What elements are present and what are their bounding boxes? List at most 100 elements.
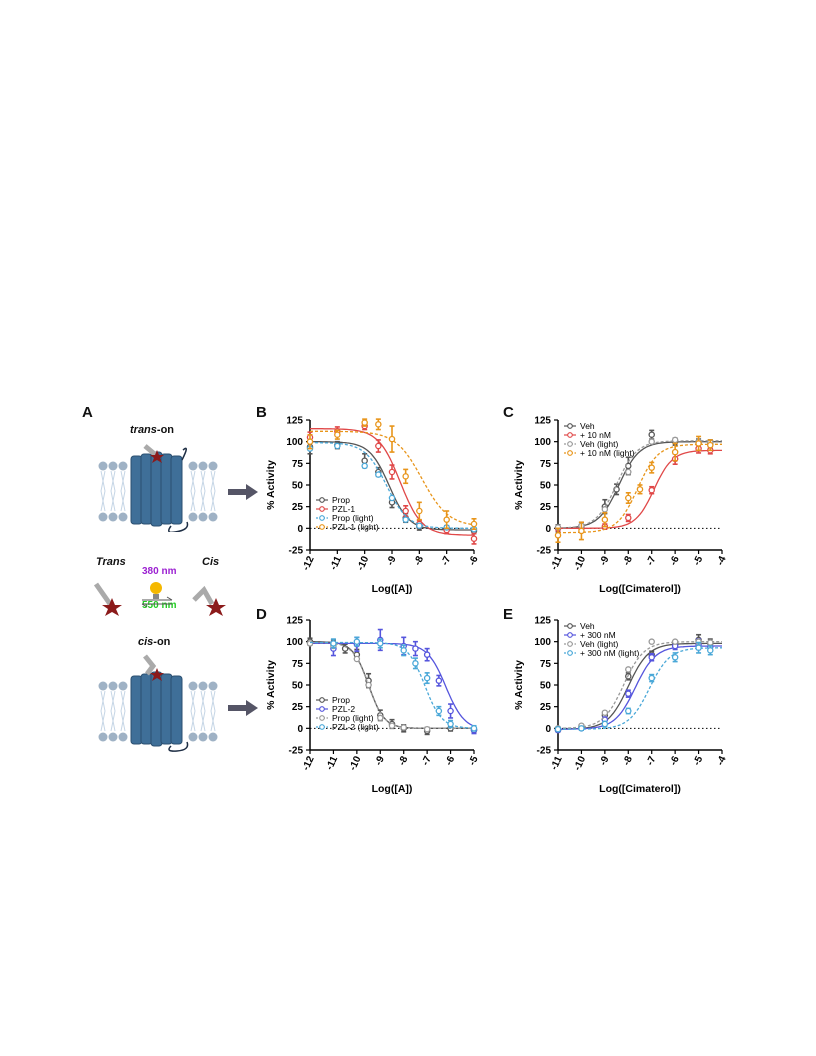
data-point <box>388 435 396 443</box>
cis-on-suffix: -on <box>153 636 171 648</box>
ligand-rod <box>143 444 159 458</box>
trans-on-receptor-illustration <box>98 444 218 532</box>
data-point <box>578 725 585 732</box>
y-tick-label: 125 <box>534 616 551 627</box>
y-tick-label: -25 <box>289 546 304 557</box>
fit-curve-2 <box>558 449 722 529</box>
y-tick-label: 75 <box>292 659 304 670</box>
data-point <box>353 638 361 645</box>
data-point <box>353 655 361 663</box>
cis-on-title: cis-on <box>138 636 170 648</box>
legend-entry: Veh (light) <box>580 639 618 649</box>
y-tick-label: 50 <box>292 481 304 492</box>
wavelength-550: 550 nm <box>142 600 177 611</box>
legend-swatch-marker <box>319 724 325 730</box>
data-point <box>554 725 562 733</box>
fit-curve-3 <box>310 641 474 729</box>
legend-swatch-marker <box>319 715 325 721</box>
legend-swatch-marker <box>567 423 573 429</box>
data-point <box>695 440 702 447</box>
x-tick-label: -11 <box>549 554 565 572</box>
data-point <box>402 507 409 515</box>
fit-curve-4 <box>558 443 722 534</box>
membrane-bottom-group <box>98 681 218 742</box>
data-point <box>306 438 314 445</box>
legend-entry: PZL-2 (light) <box>332 722 379 732</box>
x-tick-label: -6 <box>668 554 682 567</box>
chart-c: -25 0 25 50 75 100 125 -11 -10 -9 -8 -7 -6 -5 -4 Log([C… <box>513 416 729 596</box>
legend-swatch-marker <box>319 706 325 712</box>
x-tick-label: -6 <box>467 554 481 567</box>
data-point <box>365 681 372 689</box>
data-point <box>447 707 454 715</box>
legend-entry: + 300 nM <box>580 630 616 640</box>
receptor-helices-bottom <box>130 671 183 747</box>
legend-entry: PZL-1 <box>332 504 355 514</box>
x-tick-label: -10 <box>347 754 363 772</box>
legend-entry: Prop <box>332 495 350 505</box>
x-axis-title: Log([Cimaterol]) <box>599 583 681 595</box>
y-tick-label: 0 <box>297 724 303 735</box>
y-tick-label: 25 <box>292 502 304 513</box>
x-tick-label: -10 <box>355 554 371 572</box>
legend-swatch-marker <box>319 524 325 530</box>
y-tick-label: 75 <box>540 459 552 470</box>
data-point <box>671 638 679 645</box>
y-tick-label: 0 <box>545 724 551 735</box>
x-tick-label: -8 <box>621 554 635 567</box>
x-tick-label: -6 <box>444 754 458 767</box>
trans-star-icon <box>102 598 122 616</box>
data-point <box>636 486 644 493</box>
data-point <box>416 522 423 529</box>
legend-swatch-marker <box>567 450 573 456</box>
data-point <box>625 690 632 697</box>
data-point <box>423 725 431 733</box>
data-point <box>361 419 368 426</box>
data-point <box>648 486 655 494</box>
data-point <box>306 640 314 647</box>
data-point <box>412 645 419 652</box>
y-tick-label: 100 <box>534 437 551 448</box>
light-bulb-icon <box>150 582 162 594</box>
x-tick-label: -12 <box>301 554 317 572</box>
data-point <box>416 507 423 515</box>
data-point <box>578 527 585 535</box>
y-tick-label: 0 <box>545 524 551 535</box>
y-axis-title: % Activity <box>265 660 277 710</box>
cis-ligand-rod <box>143 654 157 676</box>
x-tick-label: -9 <box>373 754 387 767</box>
receptor-loop-bottom <box>168 741 189 752</box>
y-tick-label: 125 <box>286 616 303 627</box>
y-tick-label: -25 <box>537 746 552 757</box>
data-point <box>671 448 679 456</box>
x-axis-title: Log([A]) <box>372 583 413 595</box>
data-point <box>361 462 368 470</box>
data-point <box>625 666 632 673</box>
legend-swatch-marker <box>567 441 573 447</box>
y-tick-label: 50 <box>292 681 304 692</box>
legend-entry: Prop <box>332 695 350 705</box>
data-point <box>361 457 368 464</box>
lipid-tails-bottom <box>100 690 216 732</box>
x-axis-title: Log([A]) <box>372 783 413 795</box>
data-point <box>423 651 431 658</box>
legend-swatch-marker <box>319 515 325 521</box>
data-point <box>648 438 655 445</box>
fit-curve-2 <box>557 645 722 730</box>
cis-label: Cis <box>202 556 220 568</box>
data-point <box>400 724 407 731</box>
legend-entry: Veh <box>580 621 595 631</box>
data-point <box>601 506 609 513</box>
data-point <box>400 647 407 654</box>
data-point <box>648 464 655 471</box>
receptor-loop <box>168 447 189 532</box>
y-tick-label: -25 <box>537 546 552 557</box>
fit-curve-4 <box>310 641 475 729</box>
cis-on-receptor-illustration <box>98 654 218 752</box>
legend-swatch-marker <box>319 497 325 503</box>
legend-entry: Veh <box>580 421 595 431</box>
data-point <box>671 654 679 661</box>
fit-curve-4 <box>558 647 722 730</box>
data-point <box>707 639 714 646</box>
y-tick-label: 100 <box>286 437 303 448</box>
